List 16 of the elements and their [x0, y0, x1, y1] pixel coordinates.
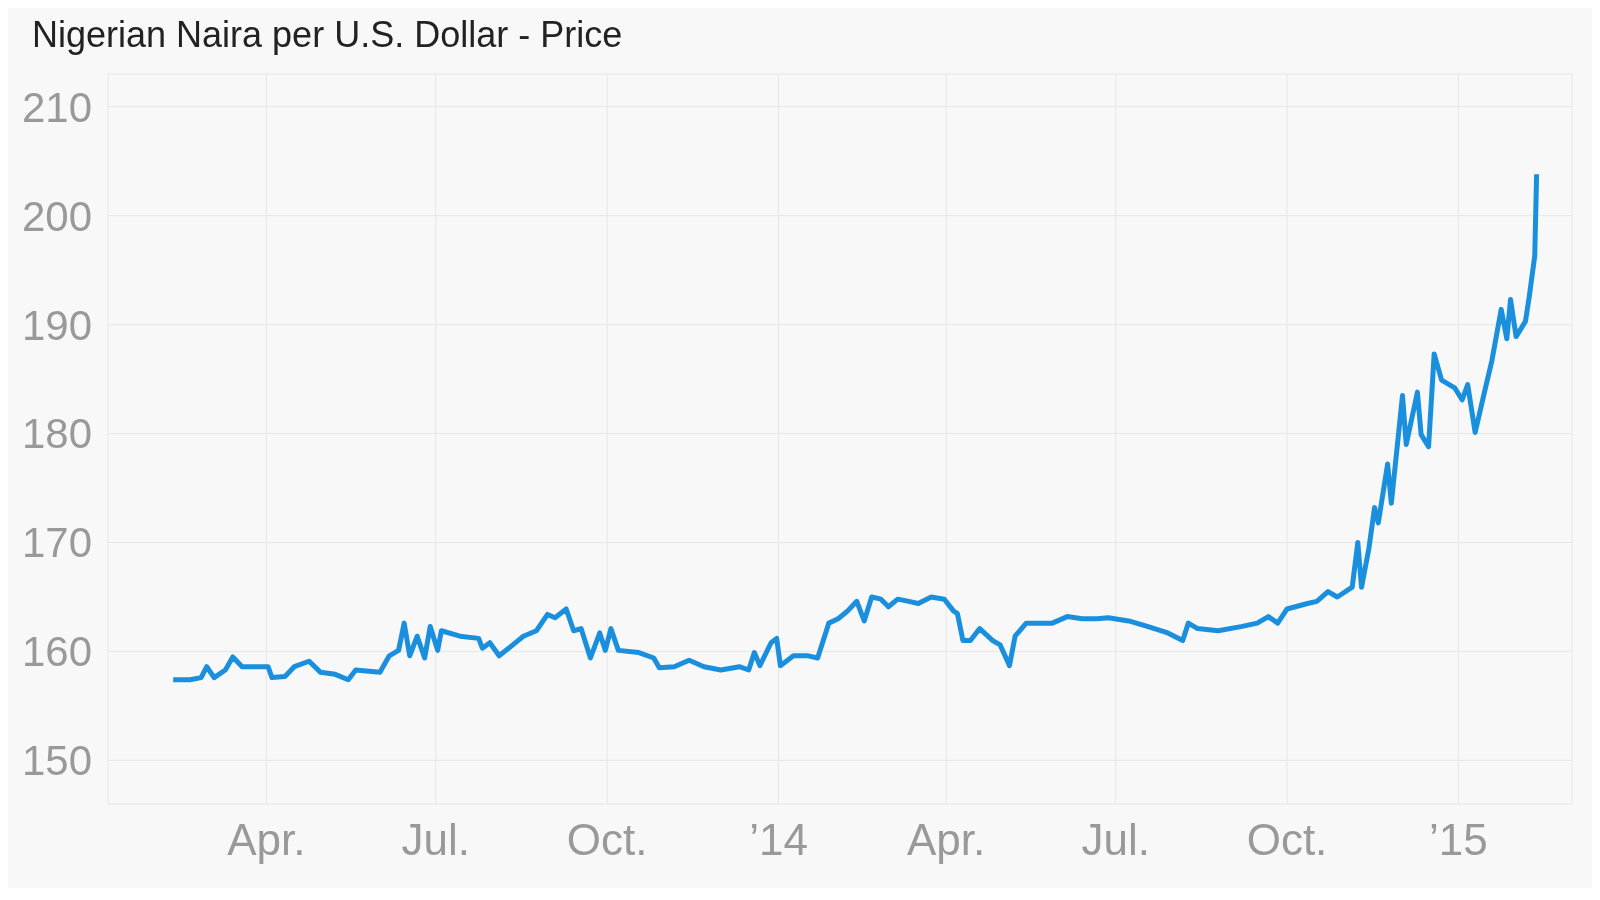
chart-title: Nigerian Naira per U.S. Dollar - Price	[31, 13, 624, 55]
y-tick-label: 170	[22, 519, 93, 567]
y-tick-label: 200	[22, 192, 93, 240]
x-tick-label: Apr.	[227, 815, 306, 865]
y-tick-label: 150	[22, 737, 93, 785]
y-tick-label: 160	[22, 628, 93, 676]
y-tick-label: 180	[22, 410, 93, 458]
x-tick-label: Oct.	[1246, 815, 1328, 865]
x-tick-label: ’15	[1429, 815, 1488, 865]
x-tick-label: Oct.	[566, 815, 648, 865]
x-tick-label: ’14	[749, 815, 808, 865]
x-tick-label: Apr.	[907, 815, 986, 865]
x-tick-label: Jul.	[401, 815, 471, 865]
x-tick-label: Jul.	[1081, 815, 1150, 865]
y-tick-label: 210	[22, 83, 93, 131]
y-tick-label: 190	[22, 301, 93, 349]
